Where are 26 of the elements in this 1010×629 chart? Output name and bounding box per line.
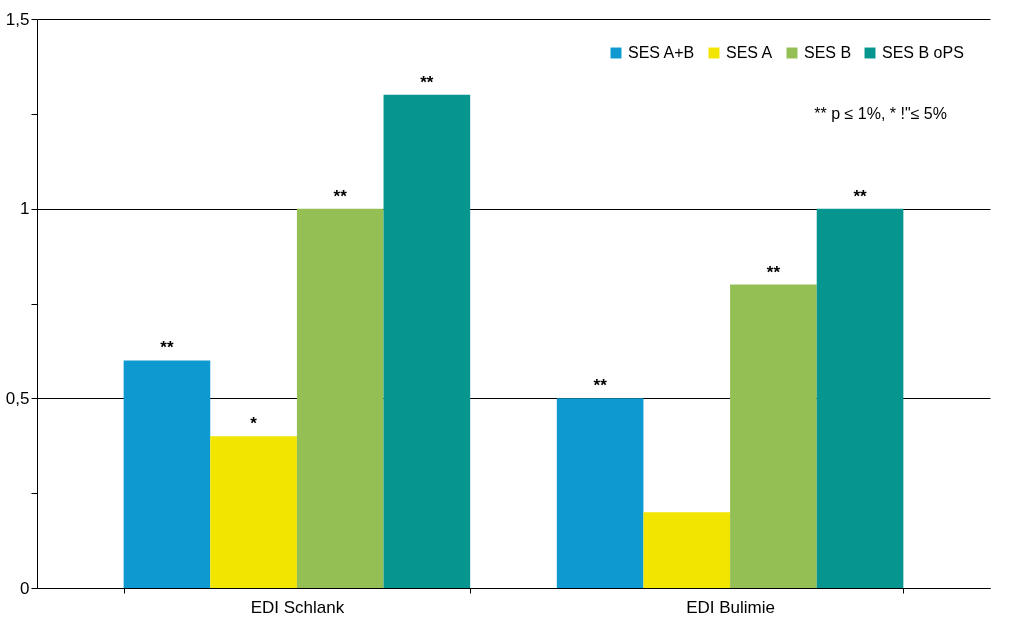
legend-label: SES A+B [628,44,695,61]
legend-label: SES A [726,44,773,61]
data-label: ** [420,72,434,92]
x-tick-label: EDI Bulimie [686,597,775,617]
data-label: ** [853,186,868,206]
annotation: ** p ≤ 1%, * !"≤ 5% [814,105,947,122]
bar [210,436,297,588]
data-label: ** [160,338,174,358]
data-label: * [250,414,258,434]
y-tick-label: 1,5 [5,9,30,29]
data-label: ** [333,186,348,206]
data-label: ** [766,262,781,282]
legend-label: SES B oPS [882,44,964,61]
bar [296,208,384,588]
bar [383,94,471,588]
y-tick-label: 0 [20,578,30,598]
bar [816,208,904,588]
bar [123,360,211,588]
bar [556,398,644,588]
y-tick-label: 1 [20,199,30,219]
legend-label: SES B [804,44,852,61]
data-label: ** [593,376,608,396]
bar [730,284,817,588]
y-tick-label: 0,5 [5,388,30,408]
x-tick-label: EDI Schlank [250,597,345,617]
bar [643,512,731,588]
